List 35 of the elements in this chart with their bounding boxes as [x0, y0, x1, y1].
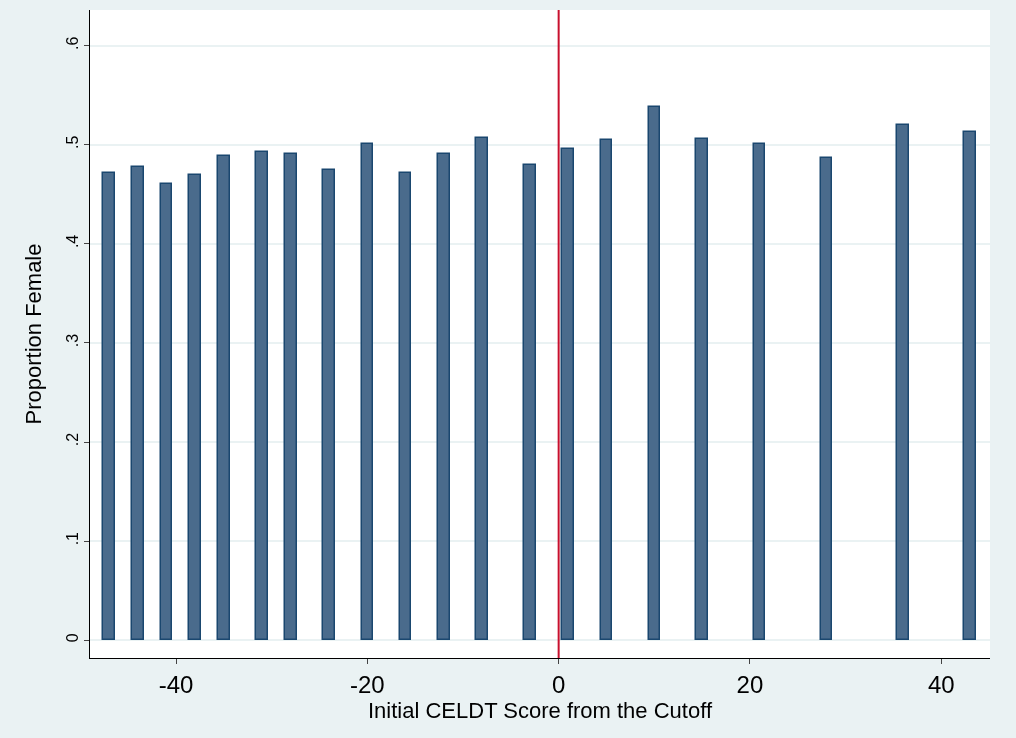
y-tick-label: .1 [63, 531, 81, 546]
y-tick-label: 0 [63, 633, 81, 643]
bar [752, 142, 765, 640]
bar [819, 156, 832, 640]
x-tick-label: 0 [551, 670, 566, 698]
bar [895, 123, 909, 640]
y-axis-title: Proportion Female [21, 243, 47, 425]
bar [216, 154, 230, 640]
bar [130, 165, 144, 640]
bar [254, 150, 268, 640]
bar [187, 173, 201, 640]
bar [360, 142, 373, 640]
bar [283, 152, 297, 640]
y-tick-label: .2 [63, 432, 81, 447]
x-tick-label: -40 [158, 670, 194, 698]
y-tick-label: .6 [63, 36, 81, 50]
y-tick-label: .4 [63, 234, 81, 249]
x-tick-label: 40 [927, 670, 955, 698]
bar [694, 137, 708, 640]
y-tick-label: .3 [63, 333, 81, 348]
bar [522, 163, 536, 640]
y-tick-label: .5 [63, 135, 81, 150]
x-axis-title: Initial CELDT Score from the Cutoff [368, 697, 713, 723]
x-tick-label: 20 [736, 670, 764, 698]
bar [560, 147, 574, 640]
bar [962, 130, 976, 640]
bar [321, 168, 335, 640]
bar [101, 171, 115, 640]
bar [436, 152, 450, 640]
bar [647, 105, 660, 640]
bar [474, 136, 488, 640]
x-tick-label: -20 [350, 670, 385, 698]
bar [599, 138, 612, 640]
bar [398, 171, 411, 640]
bar [159, 182, 172, 640]
